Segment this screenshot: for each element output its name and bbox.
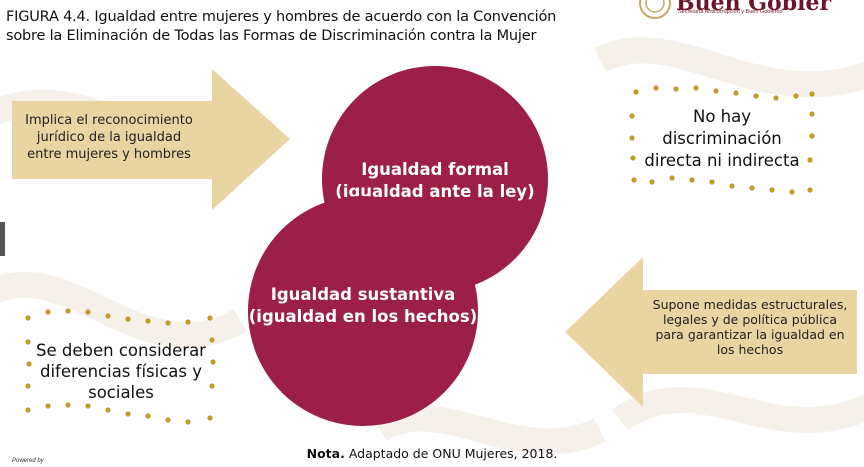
- arrow-right-shape: [565, 257, 857, 407]
- dotted-frame-top-right: [629, 85, 815, 195]
- seal-icon: [639, 0, 671, 19]
- powered-by-text: Powered by: [12, 458, 44, 464]
- figure-title: FIGURA 4.4. Igualdad entre mujeres y hom…: [6, 9, 557, 44]
- source-note: Nota. Adaptado de ONU Mujeres, 2018.: [0, 446, 864, 461]
- side-handle: [0, 222, 5, 256]
- logo-wordmark: Buen Gobier: [676, 0, 832, 16]
- dotted-frame-bottom-left: [25, 308, 216, 425]
- note-text: Adaptado de ONU Mujeres, 2018.: [344, 446, 558, 461]
- arrow-left-text: Implica el reconocimiento jurídico de la…: [25, 113, 193, 162]
- arrow-right-text: Supone medidas estructurales, legales y …: [652, 297, 848, 357]
- dotted-text-bottom-left: Se deben considerar diferencias físicas …: [36, 341, 206, 402]
- note-label: Nota.: [306, 446, 345, 461]
- logo: Buen Gobier Secretaría Anticorrupción y …: [634, 0, 864, 20]
- dotted-text-top-right: No hay discriminación directa ni indirec…: [644, 107, 800, 170]
- logo-subtitle: Secretaría Anticorrupción y Buen Gobiern…: [678, 9, 783, 15]
- circle-igualdad-sustantiva: Igualdad sustantiva (igualdad en los hec…: [248, 196, 478, 426]
- arrow-left-shape: [12, 69, 290, 210]
